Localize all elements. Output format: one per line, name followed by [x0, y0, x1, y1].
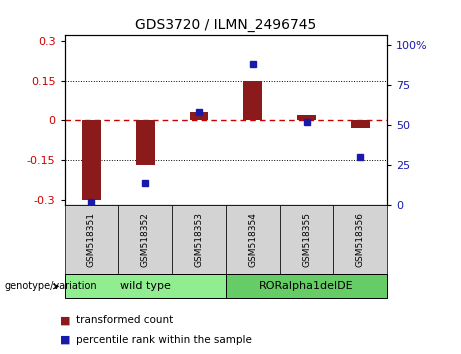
Bar — [351, 120, 370, 129]
Title: GDS3720 / ILMN_2496745: GDS3720 / ILMN_2496745 — [135, 18, 317, 32]
Text: ■: ■ — [60, 335, 71, 345]
Text: GSM518354: GSM518354 — [248, 212, 257, 267]
Text: GSM518355: GSM518355 — [302, 212, 311, 267]
Text: RORalpha1delDE: RORalpha1delDE — [259, 281, 354, 291]
Text: ■: ■ — [60, 315, 71, 325]
Text: GSM518352: GSM518352 — [141, 212, 150, 267]
Text: GSM518351: GSM518351 — [87, 212, 96, 267]
Text: GSM518356: GSM518356 — [356, 212, 365, 267]
Bar — [243, 81, 262, 120]
Bar — [82, 120, 101, 200]
Text: percentile rank within the sample: percentile rank within the sample — [76, 335, 252, 345]
Bar — [297, 115, 316, 120]
Bar — [189, 113, 208, 120]
Text: wild type: wild type — [120, 281, 171, 291]
Bar — [136, 120, 154, 166]
Text: transformed count: transformed count — [76, 315, 173, 325]
Text: GSM518353: GSM518353 — [195, 212, 203, 267]
Text: genotype/variation: genotype/variation — [5, 281, 97, 291]
